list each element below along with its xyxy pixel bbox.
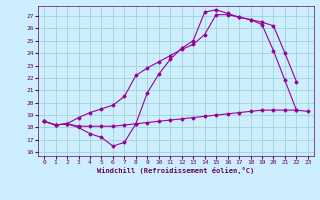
X-axis label: Windchill (Refroidissement éolien,°C): Windchill (Refroidissement éolien,°C) [97,167,255,174]
